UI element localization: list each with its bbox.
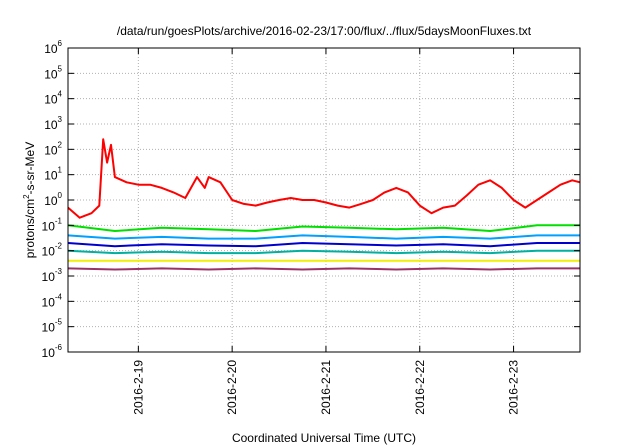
y-tick-label: 10-1 [42,216,63,233]
series-line-1 [67,138,581,219]
x-ticks: 2016-2-19 2016-2-20 2016-2-21 2016-2-22 2016… [131,48,521,415]
series-line-2 [67,224,580,232]
y-tick-label: 10-2 [42,242,63,259]
series-line-3 [67,234,580,240]
x-axis-label: Coordinated Universal Time (UTC) [232,431,416,445]
y-tick-label: 10-3 [42,267,63,284]
x-tick-label: 2016-2-19 [131,360,145,415]
series-line-4 [67,242,580,248]
y-tick-label: 10-4 [42,292,63,309]
y-tick-label: 100 [44,191,62,208]
y-tick-label: 103 [44,115,62,132]
chart-title: /data/run/goesPlots/archive/2016-02-23/1… [117,24,532,38]
grid [68,48,580,352]
y-tick-label: 10-6 [42,343,63,360]
series-line-5 [67,249,580,255]
series-line-7 [67,267,580,271]
x-tick-label: 2016-2-20 [225,360,239,415]
y-axis-label: protons/cm2-s-sr-MeV [22,142,37,258]
y-tick-label: 102 [44,140,62,157]
y-tick-label: 101 [44,166,62,183]
x-tick-label: 2016-2-21 [319,360,333,415]
x-tick-label: 2016-2-22 [413,360,427,415]
y-tick-label: 106 [44,39,62,56]
y-tick-label: 105 [44,64,62,81]
y-tick-label: 104 [44,90,62,107]
series-group [67,138,581,271]
x-tick-label: 2016-2-23 [507,360,521,415]
y-ticks: 10-6 10-5 10-4 10-3 10-2 10-1 100 101 102 103 104 1… [42,39,580,360]
y-tick-label: 10-5 [42,318,63,335]
